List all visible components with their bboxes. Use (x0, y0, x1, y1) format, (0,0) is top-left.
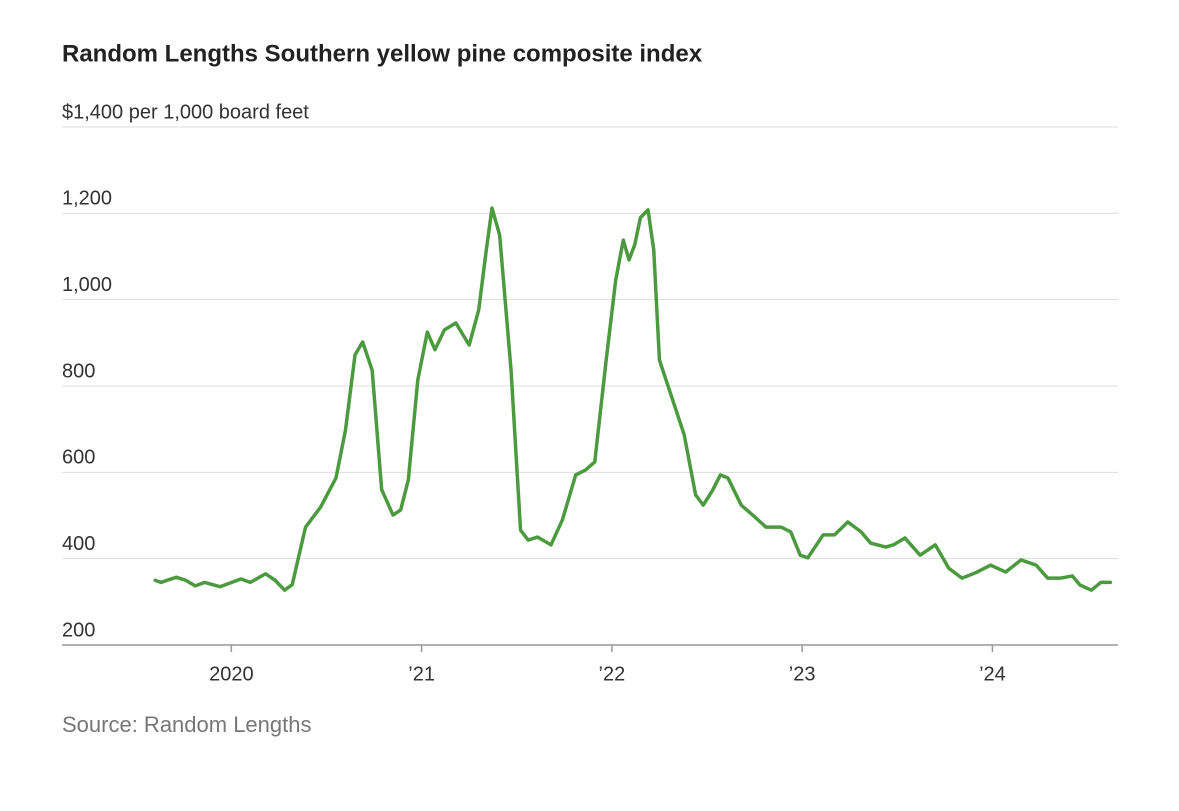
y-tick-label: 400 (62, 533, 95, 555)
y-tick-label: 200 (62, 619, 95, 641)
x-tick-label: ’21 (408, 663, 435, 685)
y-tick-label: 1,200 (62, 188, 112, 210)
chart-title: Random Lengths Southern yellow pine comp… (62, 40, 703, 67)
y-tick-label: 800 (62, 360, 95, 382)
y-tick-label: 600 (62, 447, 95, 469)
x-tick-label: ’22 (599, 663, 626, 685)
source-note: Source: Random Lengths (62, 712, 312, 737)
x-tick-label: ’24 (979, 663, 1006, 685)
x-tick-label: 2020 (209, 663, 254, 685)
x-tick-label: ’23 (789, 663, 816, 685)
data-line (153, 206, 1113, 592)
y-tick-label: 1,000 (62, 274, 112, 296)
y-tick-label: $1,400 per 1,000 board feet (62, 101, 309, 123)
